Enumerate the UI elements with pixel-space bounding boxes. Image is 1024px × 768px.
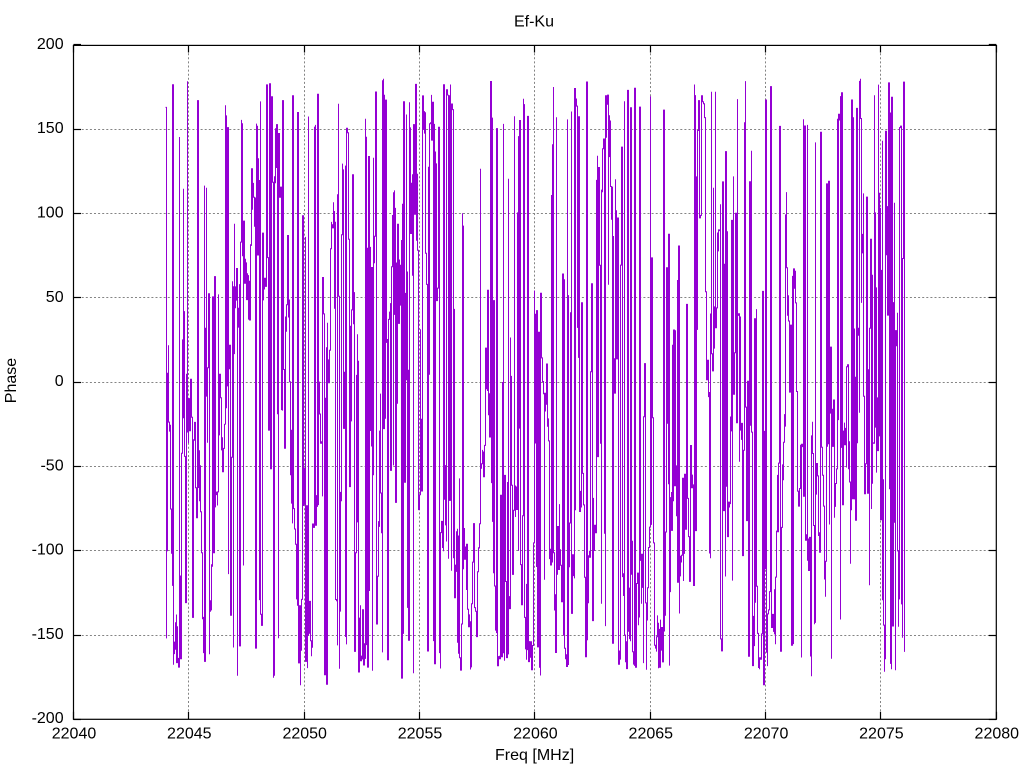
svg-text:22065: 22065 [629, 725, 674, 742]
svg-text:Ef-Ku: Ef-Ku [514, 14, 554, 31]
svg-text:-200: -200 [32, 710, 64, 727]
svg-text:-50: -50 [40, 457, 63, 474]
svg-text:22040: 22040 [52, 725, 97, 742]
svg-text:22045: 22045 [167, 725, 212, 742]
svg-text:22075: 22075 [859, 725, 904, 742]
svg-text:22060: 22060 [513, 725, 558, 742]
svg-text:22055: 22055 [398, 725, 443, 742]
svg-text:100: 100 [37, 205, 64, 222]
svg-text:200: 200 [37, 36, 64, 53]
svg-text:0: 0 [55, 373, 64, 390]
svg-text:50: 50 [46, 289, 64, 306]
svg-text:Freq [MHz]: Freq [MHz] [495, 747, 574, 764]
svg-text:22050: 22050 [282, 725, 327, 742]
svg-text:150: 150 [37, 120, 64, 137]
svg-text:Phase: Phase [3, 358, 20, 403]
svg-text:-150: -150 [32, 626, 64, 643]
svg-text:-100: -100 [32, 542, 64, 559]
svg-text:22080: 22080 [975, 725, 1020, 742]
svg-text:22070: 22070 [744, 725, 789, 742]
